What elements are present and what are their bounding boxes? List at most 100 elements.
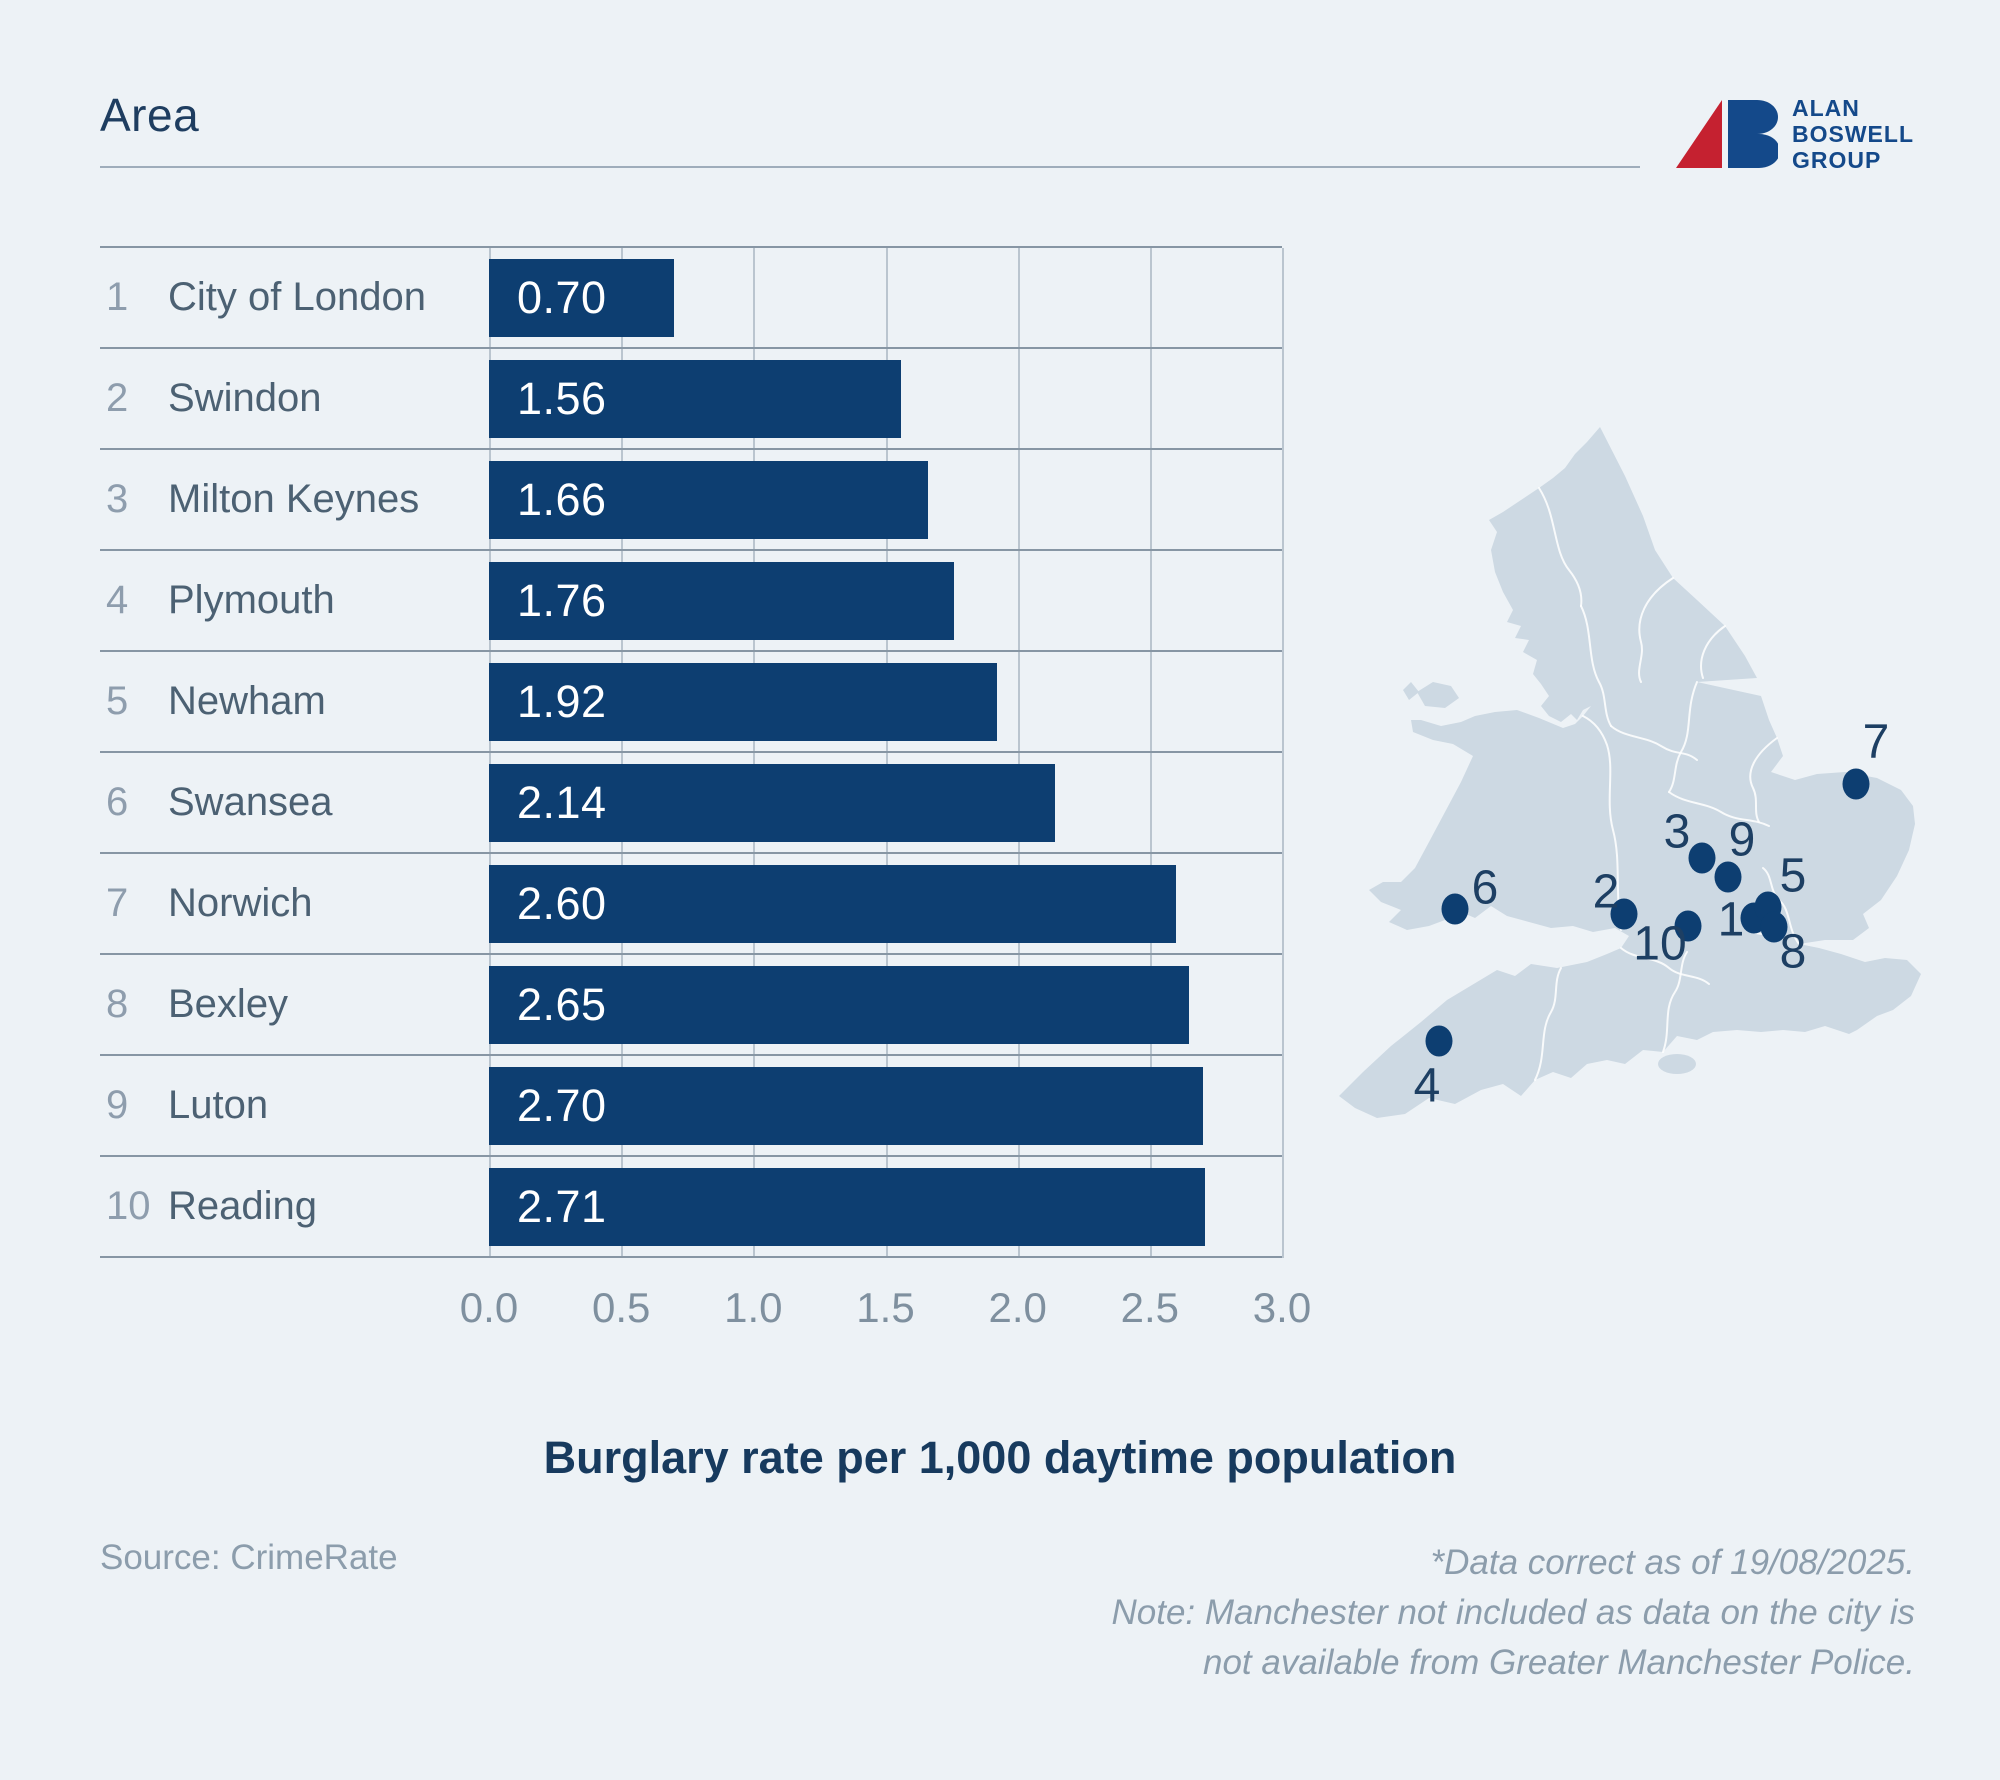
value-bar: 1.66 bbox=[489, 461, 928, 539]
map-marker-dot-7 bbox=[1842, 768, 1870, 800]
value-bar: 2.70 bbox=[489, 1067, 1203, 1145]
rank-label: 5 bbox=[106, 679, 129, 723]
area-label: Norwich bbox=[168, 881, 313, 925]
value-bar: 1.76 bbox=[489, 562, 954, 640]
bar-value-label: 2.14 bbox=[517, 777, 607, 828]
map-marker-number-3: 3 bbox=[1663, 805, 1691, 859]
map-marker-dot-6 bbox=[1441, 893, 1469, 925]
chart-caption: Burglary rate per 1,000 daytime populati… bbox=[543, 1432, 1457, 1483]
logo-red-triangle bbox=[1676, 100, 1722, 168]
footnote: *Data correct as of 19/08/2025. Note: Ma… bbox=[815, 1538, 1915, 1688]
value-bar: 1.56 bbox=[489, 360, 901, 438]
area-label: Swansea bbox=[168, 780, 333, 824]
bar-chart: 1 City of London 0.70 2 Swindon 1.56 3 Milton K… bbox=[100, 246, 1284, 1258]
map-marker-dot-9 bbox=[1714, 861, 1742, 893]
england-wales-map: 1 2 3 4 5 6 7 8 9 10 bbox=[1325, 420, 1925, 1120]
table-row: 1 City of London 0.70 bbox=[100, 248, 1282, 349]
bar-value-label: 1.76 bbox=[517, 575, 607, 626]
alan-boswell-group-logo: ALAN BOSWELL GROUP bbox=[1676, 95, 1922, 173]
logo-line-3: GROUP bbox=[1792, 147, 1882, 173]
gridline bbox=[621, 248, 624, 1258]
map-marker-number-8: 8 bbox=[1779, 925, 1807, 979]
bar-value-label: 2.60 bbox=[517, 878, 607, 929]
map-marker-number-6: 6 bbox=[1471, 861, 1499, 915]
rank-label: 10 bbox=[106, 1184, 151, 1228]
table-row: 5 Newham 1.92 bbox=[100, 652, 1282, 753]
value-bar: 1.92 bbox=[489, 663, 997, 741]
x-axis-tick: 0.5 bbox=[591, 1284, 651, 1331]
logo-b-glyph bbox=[1728, 100, 1778, 168]
value-bar: 0.70 bbox=[489, 259, 674, 337]
rank-label: 8 bbox=[106, 982, 129, 1026]
bar-value-label: 1.56 bbox=[517, 373, 607, 424]
logo-mark-icon bbox=[1676, 100, 1778, 168]
x-axis-tick: 2.5 bbox=[1120, 1284, 1180, 1331]
logo-line-2: BOSWELL bbox=[1792, 121, 1914, 147]
x-axis-tick: 0.0 bbox=[459, 1284, 519, 1331]
logo-line-1: ALAN bbox=[1792, 95, 1860, 121]
area-label: City of London bbox=[168, 275, 426, 319]
table-row: 7 Norwich 2.60 bbox=[100, 854, 1282, 955]
table-row: 6 Swansea 2.14 bbox=[100, 753, 1282, 854]
map-marker-number-2: 2 bbox=[1592, 865, 1620, 919]
value-bar: 2.71 bbox=[489, 1168, 1205, 1246]
map-marker-number-7: 7 bbox=[1862, 715, 1890, 769]
bar-value-label: 2.71 bbox=[517, 1181, 607, 1232]
bar-value-label: 2.65 bbox=[517, 979, 607, 1030]
table-row: 4 Plymouth 1.76 bbox=[100, 551, 1282, 652]
value-bar: 2.14 bbox=[489, 764, 1055, 842]
map-land-icon bbox=[1339, 427, 1921, 1118]
x-axis-tick: 3.0 bbox=[1252, 1284, 1312, 1331]
map-marker-dot-8 bbox=[1760, 911, 1788, 943]
x-axis-tick: 1.0 bbox=[724, 1284, 783, 1331]
rank-label: 9 bbox=[106, 1083, 129, 1127]
map-marker-number-9: 9 bbox=[1728, 813, 1756, 867]
map-marker-dot-3 bbox=[1688, 842, 1716, 874]
x-axis-tick: 1.5 bbox=[856, 1284, 915, 1331]
rank-label: 1 bbox=[106, 275, 129, 319]
area-label: Bexley bbox=[168, 982, 289, 1026]
area-label: Reading bbox=[168, 1184, 318, 1228]
bar-value-label: 2.70 bbox=[517, 1080, 607, 1131]
value-bar: 2.60 bbox=[489, 865, 1176, 943]
table-row: 8 Bexley 2.65 bbox=[100, 955, 1282, 1056]
map-marker-dot-2 bbox=[1610, 898, 1638, 930]
page-title: Area bbox=[100, 89, 200, 141]
area-label: Milton Keynes bbox=[168, 477, 420, 521]
map-holy-island bbox=[1403, 682, 1419, 700]
map-anglesey bbox=[1417, 682, 1459, 708]
gridline bbox=[1149, 248, 1152, 1258]
logo-text: ALAN BOSWELL GROUP bbox=[1792, 95, 1914, 173]
gridline bbox=[885, 248, 888, 1258]
map-mainland bbox=[1339, 427, 1921, 1118]
bar-value-label: 1.92 bbox=[517, 676, 607, 727]
map-marker-number-4: 4 bbox=[1413, 1059, 1441, 1113]
area-label: Swindon bbox=[168, 376, 322, 420]
rank-label: 3 bbox=[106, 477, 129, 521]
table-row: 2 Swindon 1.56 bbox=[100, 349, 1282, 450]
title-divider bbox=[100, 166, 1640, 168]
gridline bbox=[1017, 248, 1020, 1258]
bar-value-label: 1.66 bbox=[517, 474, 607, 525]
rank-label: 6 bbox=[106, 780, 129, 824]
rank-label: 7 bbox=[106, 881, 129, 925]
gridline bbox=[1282, 248, 1284, 1258]
map-isle-of-wight bbox=[1658, 1054, 1696, 1074]
bar-value-label: 0.70 bbox=[517, 272, 607, 323]
gridline bbox=[753, 248, 756, 1258]
source-text: Source: CrimeRate bbox=[100, 1538, 398, 1577]
x-axis-tick: 2.0 bbox=[988, 1284, 1047, 1331]
map-marker-dot-4 bbox=[1425, 1025, 1453, 1057]
rank-label: 2 bbox=[106, 376, 129, 420]
area-label: Newham bbox=[168, 679, 326, 723]
table-row: 3 Milton Keynes 1.66 bbox=[100, 450, 1282, 551]
footnote-line-3: not available from Greater Manchester Po… bbox=[1203, 1643, 1915, 1682]
table-row: 9 Luton 2.70 bbox=[100, 1056, 1282, 1157]
footnote-line-2: Note: Manchester not included as data on… bbox=[1111, 1593, 1915, 1632]
value-bar: 2.65 bbox=[489, 966, 1189, 1044]
area-label: Luton bbox=[168, 1083, 269, 1127]
rank-label: 4 bbox=[106, 578, 129, 622]
footnote-line-1: *Data correct as of 19/08/2025. bbox=[1430, 1543, 1915, 1582]
table-row: 10 Reading 2.71 bbox=[100, 1157, 1282, 1258]
area-label: Plymouth bbox=[168, 578, 335, 622]
